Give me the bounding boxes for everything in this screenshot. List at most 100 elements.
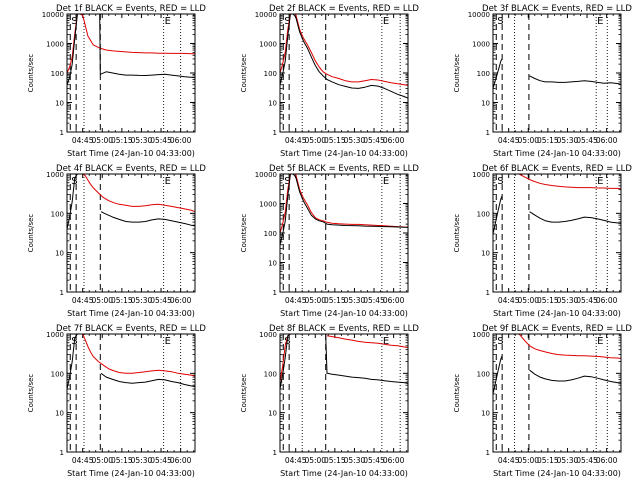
x-tick-label: 05:30 xyxy=(344,296,366,305)
y-tick-label: 10 xyxy=(268,100,277,108)
x-tick-label: 05:15 xyxy=(324,296,346,305)
marker-label: S xyxy=(497,16,503,27)
y-tick-label: 10 xyxy=(55,100,64,108)
y-tick-label: 1 xyxy=(486,449,490,457)
x-tick-label: 05:30 xyxy=(557,456,579,465)
x-tick-label: 05:15 xyxy=(324,136,346,145)
events-series-line xyxy=(493,195,621,235)
x-axis-label: Start Time (24-Jan-10 04:33:00) xyxy=(280,149,408,158)
lld-series-line xyxy=(518,174,621,190)
chart-panel-1: Det 1f BLACK = Events, RED = LLD Start Ti… xyxy=(27,4,206,158)
chart-title: Det 9f BLACK = Events, RED = LLD xyxy=(482,324,632,334)
events-series-line xyxy=(67,174,195,230)
x-tick-label: 04:45 xyxy=(498,296,520,305)
chart-title: Det 4f BLACK = Events, RED = LLD xyxy=(56,164,206,174)
chart-panel-5: Det 5f BLACK = Events, RED = LLD Start Ti… xyxy=(240,164,419,318)
x-tick-label: 05:45 xyxy=(150,136,172,145)
y-tick-label: 1000 xyxy=(46,41,64,49)
y-tick-label: 10 xyxy=(268,260,277,268)
x-tick-label: 05:00 xyxy=(517,456,539,465)
events-series-line xyxy=(493,58,621,89)
marker-label: E xyxy=(597,176,603,187)
y-tick-label: 100 xyxy=(51,370,64,378)
x-tick-label: 04:45 xyxy=(72,136,94,145)
plot-frame xyxy=(66,333,196,453)
y-tick-label: 10 xyxy=(268,410,277,418)
y-tick-label: 100 xyxy=(51,70,64,78)
x-tick-label: 05:00 xyxy=(91,456,113,465)
x-tick-label: 05:45 xyxy=(363,136,385,145)
marker-label: E xyxy=(383,16,389,27)
chart-title: Det 7f BLACK = Events, RED = LLD xyxy=(56,324,206,334)
y-tick-label: 100 xyxy=(51,210,64,218)
lld-series-line xyxy=(280,174,408,234)
y-tick-label: 10000 xyxy=(42,11,64,19)
y-axis-label: Counts/sec xyxy=(453,54,461,93)
y-axis-label: Counts/sec xyxy=(453,214,461,253)
x-tick-label: 05:15 xyxy=(537,456,559,465)
lld-series-line xyxy=(82,334,195,377)
marker-label: S xyxy=(497,176,503,187)
x-tick-label: 05:30 xyxy=(344,456,366,465)
x-tick-label: 06:00 xyxy=(596,136,618,145)
plot-frame xyxy=(492,173,622,293)
chart-panel-4: Det 4f BLACK = Events, RED = LLD Start Ti… xyxy=(27,164,206,318)
marker-label: S xyxy=(284,16,290,27)
marker-label: E xyxy=(597,16,603,27)
marker-label: E xyxy=(165,16,171,27)
y-tick-label: 10000 xyxy=(255,11,277,19)
x-tick-label: 05:30 xyxy=(557,296,579,305)
lld-series-line xyxy=(82,174,195,213)
x-tick-label: 05:45 xyxy=(363,296,385,305)
y-tick-label: 10 xyxy=(55,410,64,418)
y-tick-label: 1 xyxy=(60,289,64,297)
y-tick-label: 100 xyxy=(477,210,490,218)
marker-label: E xyxy=(165,176,171,187)
x-tick-label: 04:45 xyxy=(285,456,307,465)
x-axis-label: Start Time (24-Jan-10 04:33:00) xyxy=(67,469,195,478)
y-axis-label: Counts/sec xyxy=(240,54,248,93)
x-tick-label: 04:45 xyxy=(285,136,307,145)
y-tick-label: 100 xyxy=(264,230,277,238)
x-tick-label: 04:45 xyxy=(498,136,520,145)
marker-label: S xyxy=(71,16,77,27)
chart-title: Det 6f BLACK = Events, RED = LLD xyxy=(482,164,632,174)
events-series-line xyxy=(280,14,408,99)
chart-title: Det 5f BLACK = Events, RED = LLD xyxy=(269,164,419,174)
x-tick-label: 05:00 xyxy=(304,296,326,305)
chart-title: Det 3f BLACK = Events, RED = LLD xyxy=(482,4,632,14)
x-tick-label: 05:00 xyxy=(304,456,326,465)
x-tick-label: 05:15 xyxy=(111,136,133,145)
y-tick-label: 1 xyxy=(273,289,277,297)
x-tick-label: 06:00 xyxy=(383,296,405,305)
x-tick-label: 05:15 xyxy=(537,136,559,145)
marker-label: S xyxy=(497,336,503,347)
x-tick-label: 05:30 xyxy=(557,136,579,145)
x-axis-label: Start Time (24-Jan-10 04:33:00) xyxy=(493,149,621,158)
x-tick-label: 06:00 xyxy=(596,456,618,465)
chart-panel-3: Det 3f BLACK = Events, RED = LLD Start Ti… xyxy=(453,4,632,158)
x-axis-label: Start Time (24-Jan-10 04:33:00) xyxy=(67,309,195,318)
y-axis-label: Counts/sec xyxy=(27,214,35,253)
y-tick-label: 1000 xyxy=(472,171,490,179)
y-tick-label: 10000 xyxy=(255,171,277,179)
y-tick-label: 1000 xyxy=(46,331,64,339)
x-tick-label: 05:00 xyxy=(304,136,326,145)
x-tick-label: 05:30 xyxy=(131,136,153,145)
y-tick-label: 1000 xyxy=(259,201,277,209)
x-tick-label: 06:00 xyxy=(170,296,192,305)
y-tick-label: 1 xyxy=(486,289,490,297)
x-tick-label: 06:00 xyxy=(596,296,618,305)
plot-frame xyxy=(279,333,409,453)
lld-series-line xyxy=(67,14,195,74)
marker-label: E xyxy=(383,336,389,347)
events-series-line xyxy=(280,334,408,390)
x-tick-label: 05:45 xyxy=(363,456,385,465)
plot-frame xyxy=(66,173,196,293)
x-tick-label: 05:30 xyxy=(131,296,153,305)
y-tick-label: 1000 xyxy=(259,41,277,49)
plot-frame xyxy=(66,13,196,133)
x-tick-label: 06:00 xyxy=(170,136,192,145)
events-series-line xyxy=(67,334,195,390)
